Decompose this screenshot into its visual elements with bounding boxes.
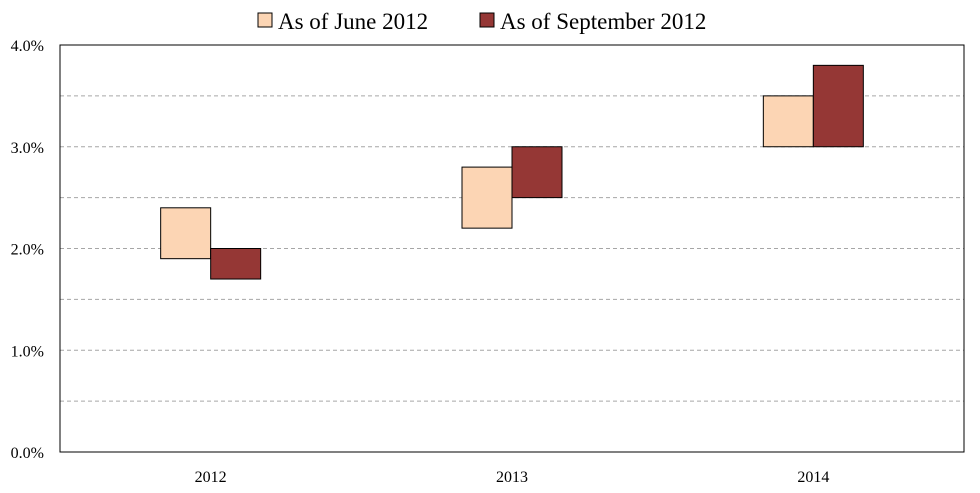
plot-area-frame <box>59 44 965 453</box>
legend: As of June 2012 As of September 2012 <box>257 9 706 34</box>
x-axis-ticks: 2012 2013 2014 <box>195 469 830 486</box>
y-axis-ticks: 0.0% 1.0% 2.0% 3.0% 4.0% <box>11 38 44 462</box>
bar <box>461 166 513 229</box>
legend-swatch-september-2012 <box>479 12 495 28</box>
y-tick-label: 3.0% <box>11 140 44 157</box>
y-tick-label: 2.0% <box>11 242 44 259</box>
legend-label-september-2012: As of September 2012 <box>500 9 706 34</box>
bar <box>511 146 563 199</box>
legend-label-june-2012: As of June 2012 <box>278 9 428 34</box>
y-tick-label: 1.0% <box>11 343 44 360</box>
bar <box>812 64 864 148</box>
x-tick-label: 2012 <box>195 469 227 486</box>
y-tick-label: 4.0% <box>11 38 44 55</box>
bars <box>160 64 864 280</box>
x-tick-label: 2013 <box>496 469 528 486</box>
legend-swatch-june-2012 <box>257 12 273 28</box>
y-tick-label: 0.0% <box>11 445 44 462</box>
bar <box>210 248 262 280</box>
bar <box>160 207 212 260</box>
x-tick-label: 2014 <box>797 469 829 486</box>
bar <box>762 95 814 148</box>
